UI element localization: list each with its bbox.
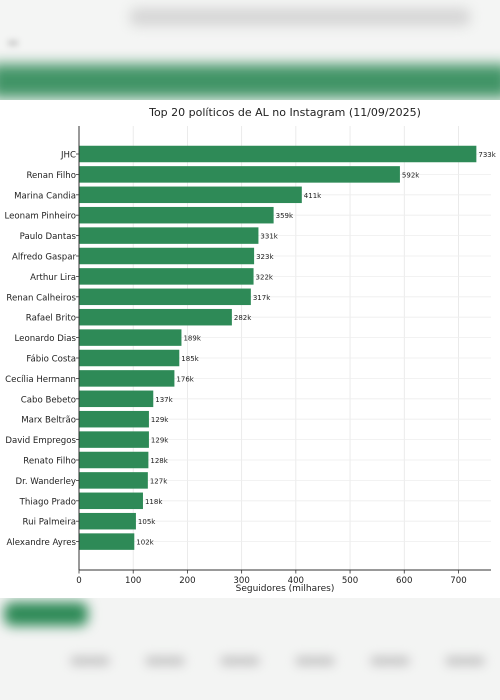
category-label: Thiago Prado: [19, 497, 76, 507]
category-label: Marina Candia: [14, 191, 76, 201]
bar: [79, 390, 154, 408]
category-label: Renan Filho: [26, 171, 76, 181]
value-label: 102k: [136, 539, 154, 547]
bar: [79, 431, 149, 448]
bar: [79, 308, 232, 326]
x-tick-label: 100: [125, 576, 141, 586]
bar: [79, 145, 477, 163]
blurred-item: [70, 656, 110, 666]
bar: [79, 492, 143, 510]
blurred-page-header: [0, 0, 500, 100]
x-axis-label: Seguidores (milhares): [236, 584, 335, 594]
bar: [79, 349, 180, 367]
value-label: 411k: [304, 192, 322, 200]
bar: [79, 410, 149, 428]
value-label: 331k: [260, 233, 278, 241]
category-label: Arthur Lira: [30, 273, 76, 283]
chart-title: Top 20 políticos de AL no Instagram (11/…: [148, 106, 421, 119]
value-label: 189k: [183, 335, 201, 343]
category-label: JHC: [60, 151, 76, 161]
bars-group: JHC 733k Renan Filho 592k Marina Candia 411k L…: [4, 145, 497, 550]
x-tick-label: 200: [179, 576, 195, 586]
blurred-green-button: [4, 602, 88, 626]
category-label: Cabo Bebeto: [21, 395, 76, 405]
value-label: 127k: [150, 477, 168, 485]
blurred-headline: [130, 8, 470, 26]
bar: [79, 186, 302, 204]
value-label: 322k: [256, 273, 274, 281]
x-tick-label: 0: [76, 576, 81, 586]
bar: [79, 166, 400, 183]
category-label: Renan Calheiros: [6, 293, 76, 303]
blurred-page-footer: [0, 598, 500, 700]
blurred-item: [220, 656, 260, 666]
category-label: Rui Palmeira: [23, 518, 76, 528]
x-tick-label: 400: [288, 576, 304, 586]
category-label: Alexandre Ayres: [6, 538, 76, 548]
blurred-mark: [8, 40, 18, 46]
bar-chart: Top 20 políticos de AL no Instagram (11/…: [4, 106, 497, 594]
blurred-item: [145, 656, 185, 666]
category-label: Alfredo Gaspar: [12, 253, 76, 263]
category-label: Leonam Pinheiro: [4, 212, 76, 222]
blurred-item: [295, 656, 335, 666]
bar: [79, 370, 175, 387]
bar: [79, 329, 182, 346]
x-tick-label: 500: [342, 576, 358, 586]
value-label: 128k: [150, 457, 168, 465]
value-label: 137k: [155, 396, 173, 404]
category-label: Paulo Dantas: [20, 232, 77, 242]
value-label: 359k: [276, 212, 294, 220]
category-label: Dr. Wanderley: [15, 477, 76, 487]
x-tick-label: 300: [233, 576, 249, 586]
category-label: David Empregos: [5, 436, 76, 446]
value-label: 323k: [256, 253, 274, 261]
bar: [79, 451, 149, 469]
value-label: 592k: [402, 171, 420, 179]
blurred-green-banner: [0, 64, 500, 98]
category-label: Renato Filho: [23, 457, 76, 467]
value-label: 105k: [138, 518, 156, 526]
x-tick-label: 700: [450, 576, 466, 586]
bar: [79, 533, 135, 550]
value-label: 317k: [253, 294, 271, 302]
bar: [79, 288, 251, 306]
bar: [79, 206, 274, 224]
category-label: Rafael Brito: [26, 314, 76, 324]
value-label: 282k: [234, 314, 252, 322]
category-label: Cecília Hermann: [5, 375, 76, 385]
value-label: 129k: [151, 437, 169, 445]
category-label: Marx Beltrão: [21, 416, 76, 426]
value-label: 118k: [145, 498, 163, 506]
value-label: 185k: [181, 355, 199, 363]
bar: [79, 512, 136, 530]
bar: [79, 472, 148, 489]
axes-group: 0 100 200 300 400 500 600 700: [76, 126, 491, 586]
blurred-item: [445, 656, 485, 666]
chart-container: Top 20 políticos de AL no Instagram (11/…: [0, 100, 500, 598]
bar: [79, 268, 254, 285]
x-tick-label: 600: [396, 576, 412, 586]
blurred-item: [370, 656, 410, 666]
value-label: 733k: [478, 151, 496, 159]
category-label: Fábio Costa: [26, 355, 76, 365]
bar: [79, 227, 259, 244]
bar: [79, 247, 255, 265]
value-label: 176k: [176, 375, 194, 383]
category-label: Leonardo Dias: [15, 334, 77, 344]
value-label: 129k: [151, 416, 169, 424]
